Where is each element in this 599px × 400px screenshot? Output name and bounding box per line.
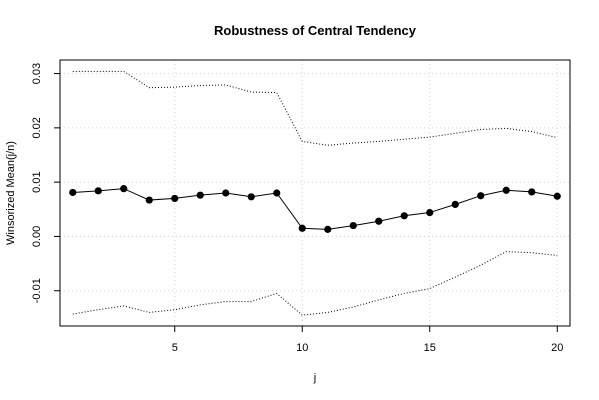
mean-point-19 xyxy=(528,188,536,196)
mean-point-9 xyxy=(273,189,281,197)
x-tick-label-1: 10 xyxy=(296,342,308,354)
mean-point-16 xyxy=(451,200,459,208)
mean-point-14 xyxy=(400,212,408,220)
y-tick-label-1: 0.00 xyxy=(31,226,43,247)
mean-point-18 xyxy=(502,186,510,194)
grid-lines xyxy=(60,60,570,326)
mean-point-20 xyxy=(553,192,561,200)
y-axis: -0.01 0.00 0.01 0.02 0.03 xyxy=(31,63,60,303)
mean-point-17 xyxy=(477,192,485,200)
y-tick-label-2: 0.01 xyxy=(31,171,43,192)
chart-title: Robustness of Central Tendency xyxy=(214,23,417,38)
mean-point-3 xyxy=(120,185,128,193)
x-axis: 5 10 15 20 xyxy=(172,326,563,354)
mean-point-11 xyxy=(324,225,332,233)
mean-point-1 xyxy=(69,188,77,197)
y-tick-label-0: -0.01 xyxy=(31,278,43,303)
x-tick-label-3: 20 xyxy=(551,342,563,354)
mean-point-12 xyxy=(349,221,357,230)
mean-point-13 xyxy=(375,217,383,225)
lower-band-line xyxy=(72,251,558,316)
y-axis-label: Winsorized Mean(j/n) xyxy=(5,141,17,245)
mean-point-8 xyxy=(247,193,255,201)
mean-point-15 xyxy=(426,208,434,217)
mean-line xyxy=(72,188,558,230)
confidence-bands xyxy=(72,70,558,316)
y-tick-label-3: 0.02 xyxy=(31,117,43,138)
y-tick-label-4: 0.03 xyxy=(31,63,43,84)
upper-band-line xyxy=(72,70,558,146)
mean-point-5 xyxy=(171,194,179,203)
mean-point-2 xyxy=(94,187,102,195)
mean-point-6 xyxy=(196,191,204,199)
mean-point-10 xyxy=(298,224,306,232)
x-axis-label: j xyxy=(313,372,316,384)
mean-point-7 xyxy=(222,189,230,197)
x-tick-label-2: 15 xyxy=(424,342,436,354)
x-tick-label-0: 5 xyxy=(172,342,178,354)
plot-frame xyxy=(59,59,571,327)
winsorized-mean-series xyxy=(69,185,561,233)
mean-point-4 xyxy=(145,196,153,204)
